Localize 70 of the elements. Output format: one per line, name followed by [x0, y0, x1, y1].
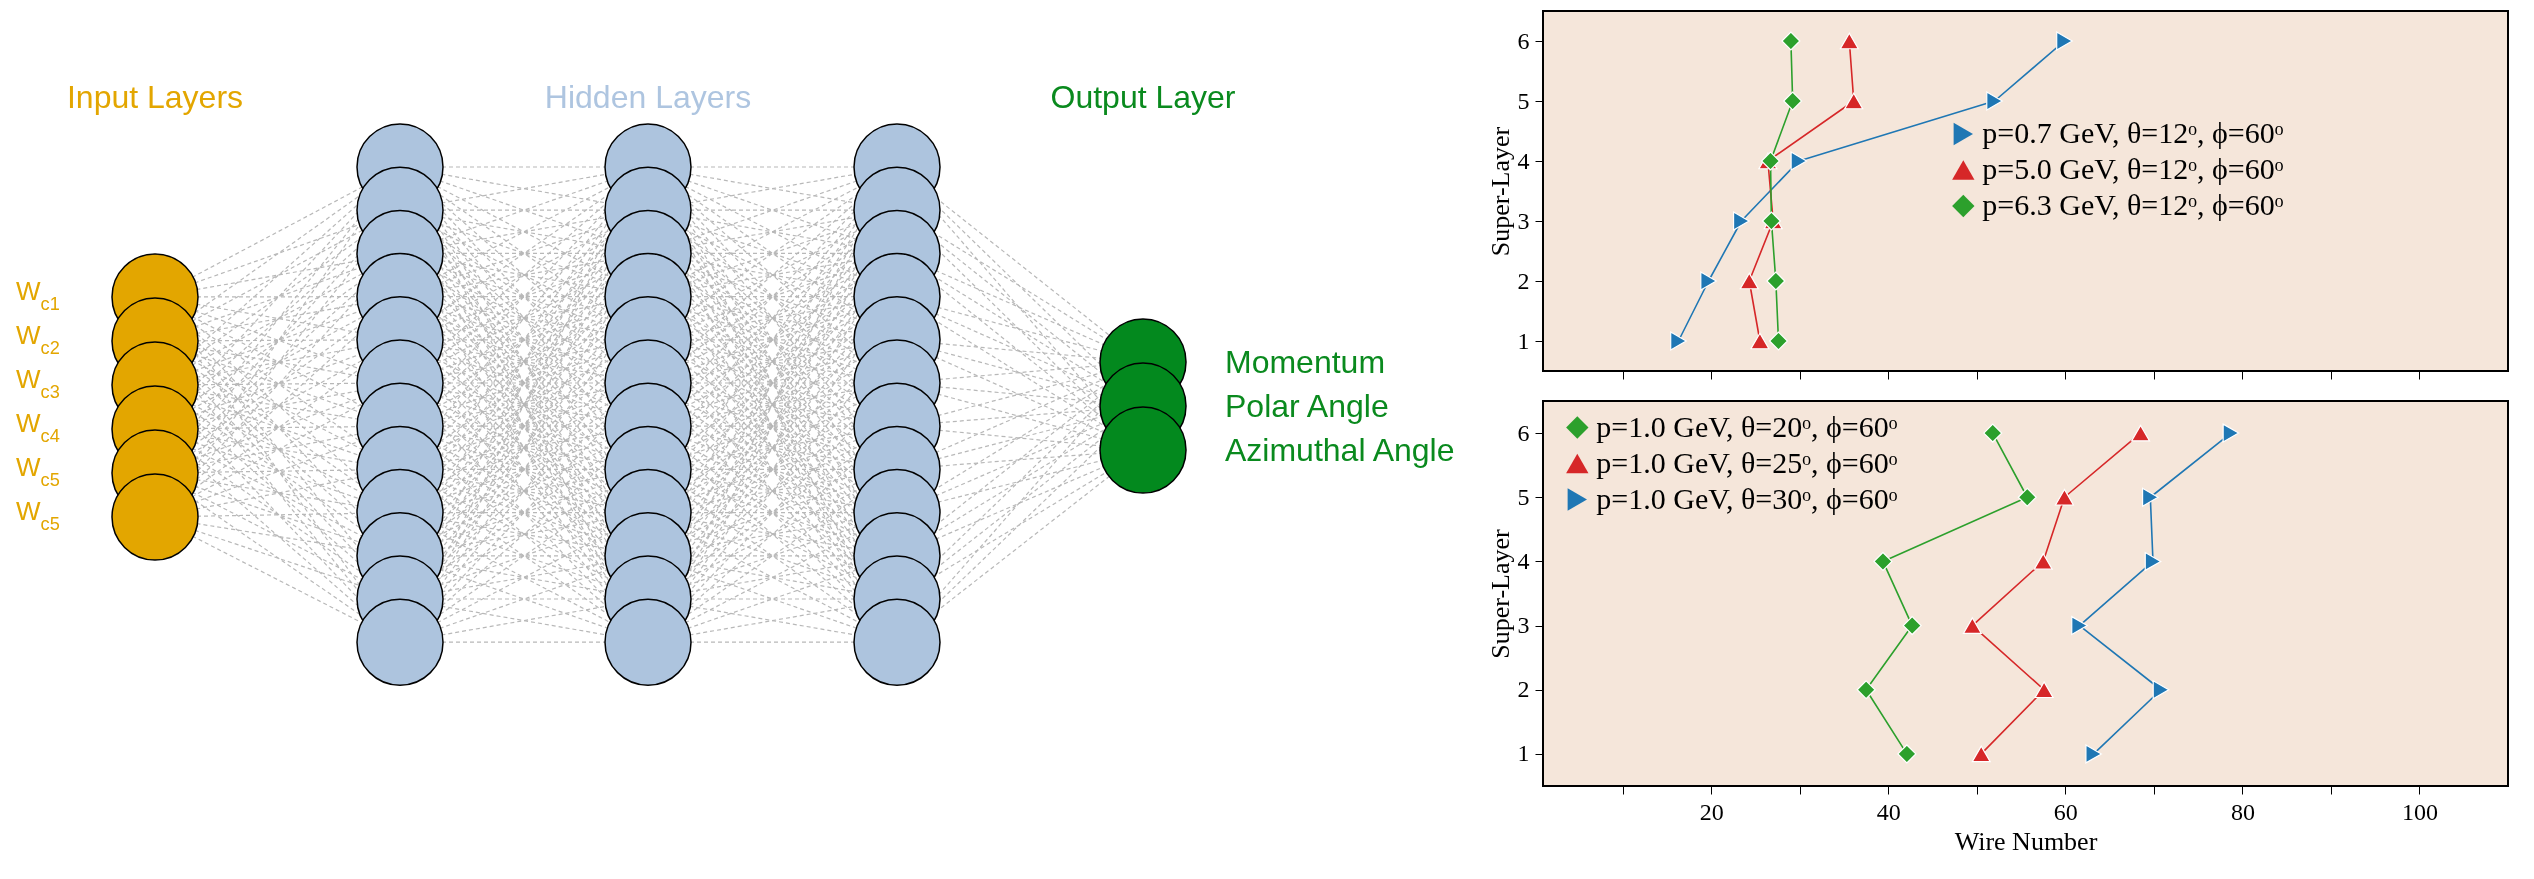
y-tick-label: 3: [1517, 207, 1530, 234]
text: W$_{c5}$: [16, 452, 60, 490]
point: [2222, 423, 2240, 443]
y-tick-label: 4: [1517, 547, 1530, 574]
y-tick-label: 5: [1517, 483, 1530, 510]
point: [2144, 551, 2162, 571]
point: [1983, 423, 2003, 443]
y-tick-label: 2: [1517, 676, 1530, 703]
text: Azimuthal Angle: [1225, 432, 1455, 468]
point: [1856, 680, 1876, 700]
point: [2152, 680, 2170, 700]
text: W$_{c5}$: [16, 496, 60, 534]
point: [1670, 331, 1687, 351]
point: [1732, 211, 1750, 231]
x-tick-label: 60: [2053, 798, 2078, 825]
text: Momentum: [1225, 344, 1386, 380]
point: [1783, 91, 1803, 111]
point: [1739, 272, 1759, 290]
x-tick-label: 80: [2230, 798, 2255, 825]
legend-label: p=0.7 GeV, θ=12ᵒ, ϕ=60ᵒ: [1982, 116, 2284, 149]
y-tick-label: 5: [1517, 87, 1530, 114]
text: Output Layer: [1050, 79, 1236, 115]
y-axis-title: Super-Layer: [1485, 126, 1515, 257]
text: W$_{c2}$: [16, 320, 60, 358]
point: [1986, 91, 2003, 111]
text: Input Layers: [66, 79, 244, 115]
point: [1839, 32, 1859, 50]
point: [1897, 744, 1917, 764]
point: [1750, 332, 1770, 350]
point: [2131, 424, 2151, 442]
point: [2017, 487, 2037, 507]
point: [2141, 487, 2159, 507]
y-tick-label: 1: [1517, 740, 1530, 767]
text: W$_{c4}$: [16, 408, 60, 446]
point: [1790, 151, 1808, 171]
text: Polar Angle: [1225, 388, 1389, 424]
point: [1766, 271, 1786, 291]
legend-label: p=1.0 GeV, θ=25ᵒ, ϕ=60ᵒ: [1596, 445, 1898, 479]
y-axis-title: Super-Layer: [1485, 528, 1515, 659]
point: [1781, 31, 1801, 51]
x-tick-label: 20: [1699, 798, 1724, 825]
y-tick-label: 6: [1517, 419, 1530, 446]
point: [1971, 745, 1991, 763]
point: [2054, 488, 2074, 506]
y-tick-label: 6: [1517, 27, 1530, 54]
x-tick-label: 100: [2401, 798, 2438, 825]
point: [1873, 551, 1893, 571]
x-axis-title: Wire Number: [1954, 826, 2098, 856]
point: [2056, 31, 2073, 51]
x-tick-label: 40: [1876, 798, 1901, 825]
point: [2033, 553, 2053, 570]
y-tick-label: 2: [1517, 267, 1530, 294]
y-tick-label: 3: [1517, 612, 1530, 639]
point: [2071, 616, 2088, 636]
point: [2085, 744, 2103, 764]
text: W$_{c1}$: [16, 276, 60, 314]
text: W$_{c3}$: [16, 364, 60, 402]
point: [2034, 681, 2054, 699]
point: [1768, 331, 1789, 351]
text: Hidden Layers: [544, 79, 752, 115]
legend-label: p=5.0 GeV, θ=12ᵒ, ϕ=60ᵒ: [1982, 152, 2284, 185]
y-tick-label: 4: [1517, 147, 1530, 174]
point: [1844, 92, 1864, 110]
point: [1962, 617, 1982, 634]
legend-label: p=1.0 GeV, θ=20ᵒ, ϕ=60ᵒ: [1596, 409, 1898, 443]
legend-label: p=1.0 GeV, θ=30ᵒ, ϕ=60ᵒ: [1596, 481, 1898, 515]
point: [1902, 616, 1922, 636]
y-tick-label: 1: [1517, 327, 1530, 354]
point: [1700, 271, 1717, 291]
legend-label: p=6.3 GeV, θ=12ᵒ, ϕ=60ᵒ: [1982, 188, 2284, 221]
